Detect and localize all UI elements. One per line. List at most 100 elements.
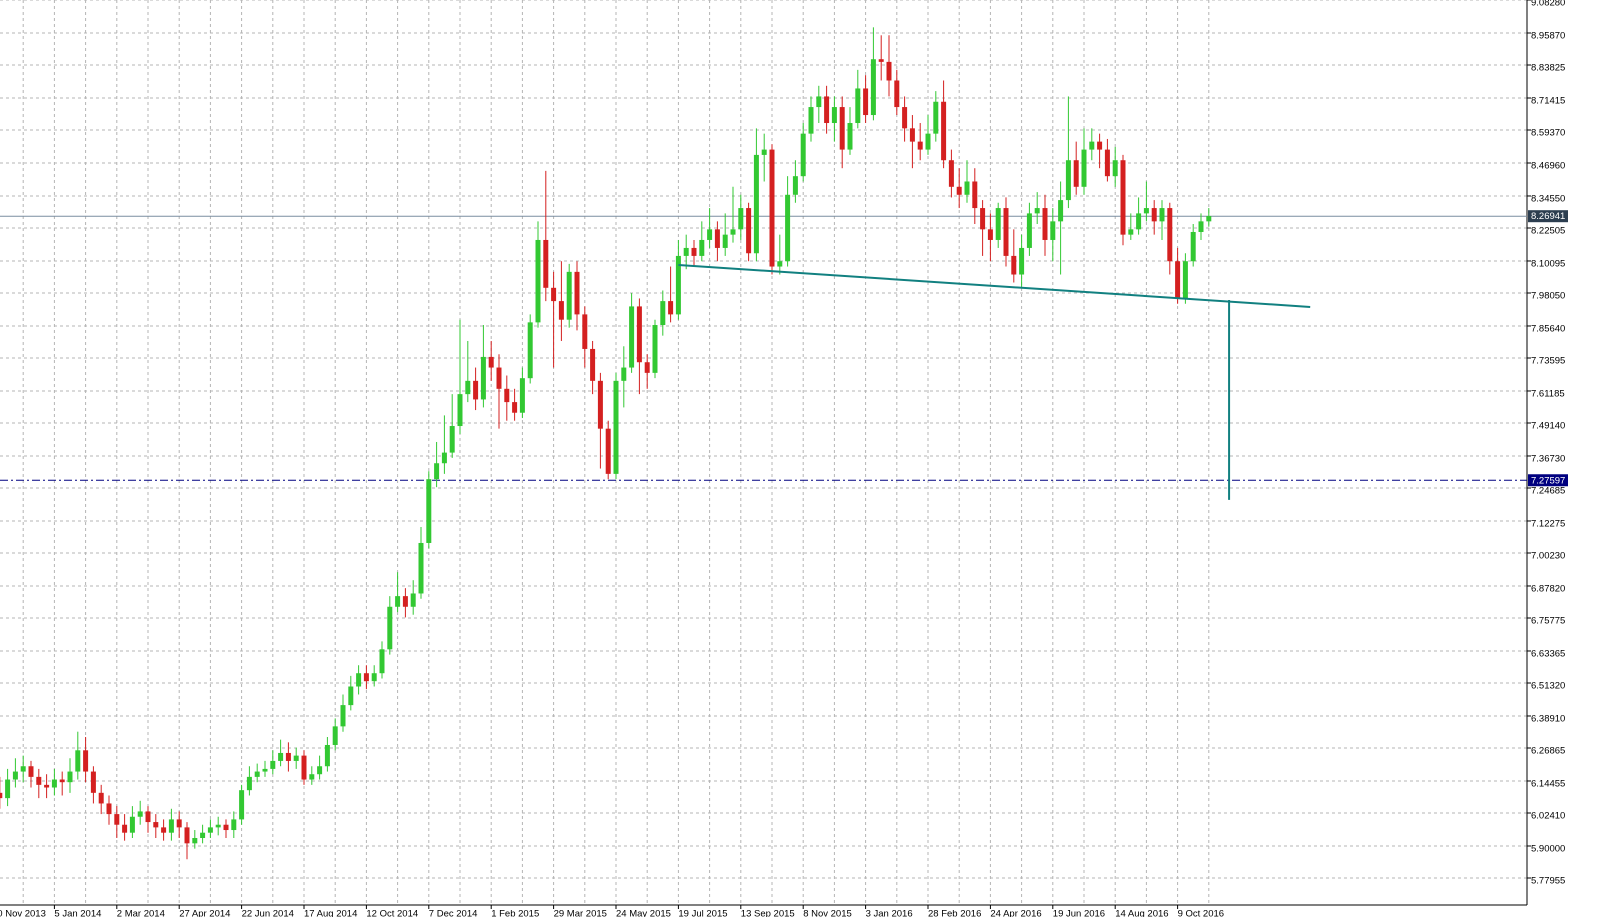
candle-body xyxy=(90,771,96,793)
candle-body xyxy=(1050,221,1056,240)
candle-body xyxy=(137,811,143,817)
candle-body xyxy=(129,816,135,833)
candle-body xyxy=(878,59,884,62)
y-tick-label: 7.12275 xyxy=(1531,518,1565,529)
x-tick-label: 29 Mar 2015 xyxy=(554,909,607,917)
candle-body xyxy=(5,779,11,799)
candle-body xyxy=(917,141,923,150)
candle-body xyxy=(317,766,323,775)
candle-body xyxy=(363,673,369,682)
y-tick-label: 8.95870 xyxy=(1531,31,1565,42)
candle-body xyxy=(1026,213,1032,248)
candle-body xyxy=(925,133,931,150)
y-tick-label: 9.08280 xyxy=(1531,0,1565,9)
candle-body xyxy=(301,755,307,780)
candle-body xyxy=(28,766,34,777)
candle-body xyxy=(769,149,775,267)
candle-body xyxy=(590,348,596,381)
candle-body xyxy=(1136,213,1142,230)
candle-body xyxy=(1151,208,1157,222)
candle-body xyxy=(652,325,658,373)
candle-body xyxy=(886,61,892,81)
candle-body xyxy=(176,819,182,828)
candle-body xyxy=(59,779,65,783)
x-tick-label: 8 Nov 2015 xyxy=(803,909,852,917)
y-tick-label: 6.02410 xyxy=(1531,811,1565,822)
y-tick-label: 6.38910 xyxy=(1531,713,1565,724)
candle-body xyxy=(1081,149,1087,187)
x-tick-label: 28 Feb 2016 xyxy=(928,909,981,917)
candle-body xyxy=(262,768,268,772)
candle-body xyxy=(1175,261,1181,299)
candle-body xyxy=(1097,141,1103,150)
candle-body xyxy=(987,229,993,240)
candle-body xyxy=(285,752,291,761)
y-tick-label: 7.98050 xyxy=(1531,291,1565,302)
candle-body xyxy=(785,194,791,262)
x-tick-label: 24 May 2015 xyxy=(616,909,671,917)
candle-body xyxy=(83,750,89,772)
candle-body xyxy=(1058,200,1064,222)
candle-body xyxy=(356,673,362,687)
candle-body xyxy=(1120,160,1126,235)
candle-body xyxy=(402,596,408,607)
candle-body xyxy=(184,827,190,844)
candle-body xyxy=(933,101,939,134)
candle-body xyxy=(36,776,42,785)
candle-body xyxy=(714,229,720,248)
candle-body xyxy=(488,356,494,368)
y-tick-label: 7.49140 xyxy=(1531,421,1565,432)
candle-body xyxy=(574,271,580,315)
candle-body xyxy=(504,388,510,403)
y-tick-label: 8.59370 xyxy=(1531,128,1565,139)
candle-body xyxy=(1159,208,1165,222)
candle-body xyxy=(309,774,315,780)
y-tick-label: 7.61185 xyxy=(1531,388,1565,399)
candle-body xyxy=(480,356,486,400)
candle-body xyxy=(582,314,588,349)
candle-body xyxy=(668,301,674,315)
candle-body xyxy=(1190,231,1196,262)
candle-body xyxy=(792,176,798,195)
x-tick-label: 13 Sep 2015 xyxy=(741,909,795,917)
x-tick-label: 17 Aug 2014 xyxy=(304,909,357,917)
x-tick-label: 22 Jun 2014 xyxy=(242,909,294,917)
candle-body xyxy=(1182,261,1188,299)
y-tick-label: 8.10095 xyxy=(1531,258,1565,269)
y-tick-label: 6.75775 xyxy=(1531,616,1565,627)
x-tick-label: 2 Mar 2014 xyxy=(117,909,165,917)
candle-body xyxy=(67,771,73,783)
candle-body xyxy=(824,96,830,124)
candle-body xyxy=(153,822,159,828)
candle-body xyxy=(691,247,697,256)
candle-body xyxy=(496,367,502,389)
candle-body xyxy=(870,59,876,116)
candle-body xyxy=(0,792,3,799)
candle-body xyxy=(20,766,26,772)
x-tick-label: 5 Jan 2014 xyxy=(54,909,101,917)
candle-body xyxy=(465,380,471,395)
candle-body xyxy=(675,255,681,315)
candle-body xyxy=(340,705,346,727)
candle-body xyxy=(231,819,237,831)
candle-body xyxy=(1198,221,1204,232)
candle-body xyxy=(168,819,174,833)
candle-body xyxy=(847,123,853,150)
candle-body xyxy=(948,160,954,187)
candle-body xyxy=(1143,208,1149,214)
candle-body xyxy=(1011,255,1017,275)
price-label-box xyxy=(1528,474,1568,487)
candle-body xyxy=(371,673,377,682)
candle-body xyxy=(519,378,525,413)
candle-body xyxy=(746,208,752,254)
candle-body xyxy=(995,208,1001,240)
candle-body xyxy=(457,394,463,427)
x-tick-label: 7 Dec 2014 xyxy=(429,909,478,917)
candle-body xyxy=(722,234,728,248)
candle-body xyxy=(75,750,81,772)
y-tick-label: 8.46960 xyxy=(1531,161,1565,172)
candle-body xyxy=(98,792,104,804)
candle-body xyxy=(831,107,837,124)
y-tick-label: 6.63365 xyxy=(1531,648,1565,659)
